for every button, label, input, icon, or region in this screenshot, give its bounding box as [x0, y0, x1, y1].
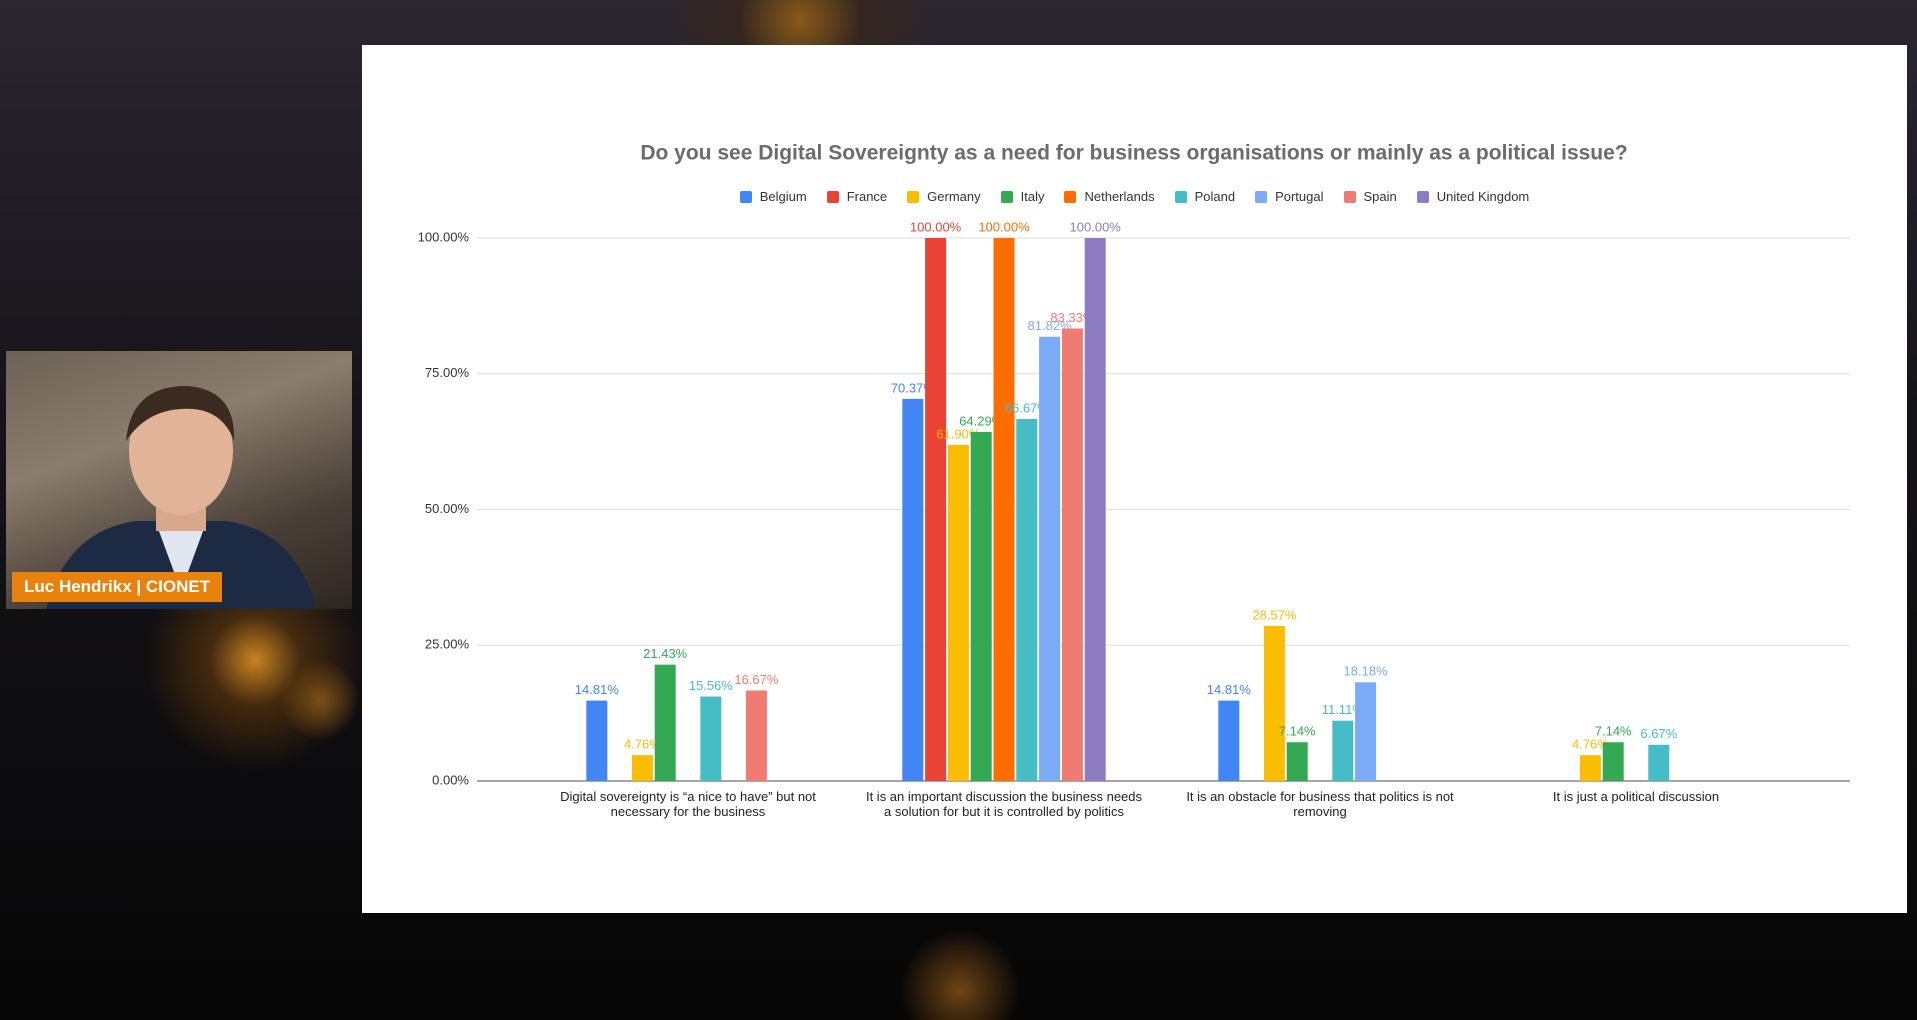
chart-title: Do you see Digital Sovereignty as a need… [640, 142, 1627, 165]
legend-swatch [1416, 190, 1429, 203]
y-tick-label: 50.00% [425, 501, 470, 516]
bar [1084, 238, 1106, 781]
legend-item: Netherlands [1064, 189, 1155, 204]
value-label: 21.43% [643, 646, 688, 661]
legend-label: Belgium [759, 189, 807, 204]
legend-swatch [1064, 190, 1077, 203]
legend-item: Spain [1343, 189, 1397, 204]
bar [586, 700, 608, 781]
legend-label: Portugal [1275, 189, 1324, 204]
bar [1039, 336, 1061, 781]
speaker-figure [46, 386, 316, 609]
bar [1355, 682, 1377, 781]
legend-swatch [1174, 190, 1187, 203]
chart: Do you see Digital Sovereignty as a need… [418, 142, 1850, 787]
legend-label: Spain [1363, 189, 1397, 204]
bar [970, 431, 992, 781]
bar [745, 690, 767, 781]
value-label: 100.00% [978, 219, 1030, 234]
bar [654, 664, 676, 781]
value-label: 7.14% [1279, 724, 1316, 739]
value-label: 16.67% [734, 672, 779, 687]
legend-label: Italy [1020, 189, 1045, 204]
bar [902, 398, 924, 781]
value-label: 28.57% [1252, 607, 1297, 622]
bar [1016, 418, 1038, 781]
bar [1061, 328, 1083, 781]
legend-item: Belgium [739, 189, 807, 204]
legend-swatch [1000, 190, 1013, 203]
value-label: 83.33% [1050, 310, 1095, 325]
bar [925, 238, 947, 781]
legend: Belgium France Germany Italy Netherlands Pola… [362, 189, 1907, 204]
value-label: 11.11% [1322, 702, 1365, 717]
legend-label: Germany [927, 189, 981, 204]
bar [993, 238, 1015, 781]
legend-item: Italy [1000, 189, 1045, 204]
value-label: 4.76% [1572, 737, 1609, 752]
bar [1579, 755, 1601, 781]
legend-item: France [826, 189, 888, 204]
legend-label: Poland [1194, 189, 1236, 204]
legend-item: Germany [907, 189, 981, 204]
y-tick-label: 0.00% [432, 772, 469, 787]
x-tick-label: It is an obstacle for business that poli… [1186, 789, 1454, 819]
y-tick-label: 25.00% [425, 637, 470, 652]
bar [631, 755, 653, 781]
value-label: 70.37% [891, 380, 936, 395]
legend-swatch [1255, 190, 1268, 203]
value-label: 7.14% [1595, 724, 1632, 739]
legend-label: Netherlands [1084, 189, 1155, 204]
value-label: 61.90% [936, 426, 981, 441]
value-label: 66.67% [1005, 400, 1050, 415]
legend-swatch [826, 190, 839, 203]
value-label: 4.76% [624, 737, 661, 752]
value-label: 64.29% [959, 413, 1004, 428]
bar [947, 444, 969, 781]
legend-item: Poland [1174, 189, 1236, 204]
x-tick-label: Digital sovereignty is “a nice to have” … [560, 789, 816, 819]
value-label: 6.67% [1640, 726, 1677, 741]
value-label: 15.56% [689, 678, 734, 693]
legend-swatch [1343, 190, 1356, 203]
bar [1263, 625, 1285, 781]
speaker-name: Luc Hendrikx | CIONET [12, 572, 223, 602]
y-tick-label: 75.00% [425, 365, 470, 380]
legend-swatch [907, 190, 920, 203]
chart-panel: Do you see Digital Sovereignty as a need… [362, 45, 1907, 913]
bar [1218, 700, 1240, 781]
legend-item: United Kingdom [1416, 189, 1530, 204]
speaker-video: Luc Hendrikx | CIONET [6, 351, 352, 609]
legend-item: Portugal [1255, 189, 1324, 204]
x-tick-label: It is just a political discussion [1552, 789, 1720, 804]
bar [1286, 742, 1308, 781]
value-label: 18.18% [1344, 664, 1389, 679]
value-label: 14.81% [575, 682, 620, 697]
bar [700, 696, 722, 781]
bar [1332, 720, 1354, 781]
bar [1602, 742, 1624, 781]
value-label: 100.00% [910, 219, 962, 234]
bar [1648, 744, 1670, 781]
legend-label: United Kingdom [1436, 189, 1530, 204]
value-label: 81.82% [1028, 318, 1073, 333]
legend-label: France [846, 189, 888, 204]
value-label: 14.81% [1207, 682, 1252, 697]
x-tick-label: It is an important discussion the busine… [865, 789, 1143, 819]
value-label: 100.00% [1070, 219, 1122, 234]
y-tick-label: 100.00% [418, 229, 470, 244]
legend-swatch [739, 190, 752, 203]
